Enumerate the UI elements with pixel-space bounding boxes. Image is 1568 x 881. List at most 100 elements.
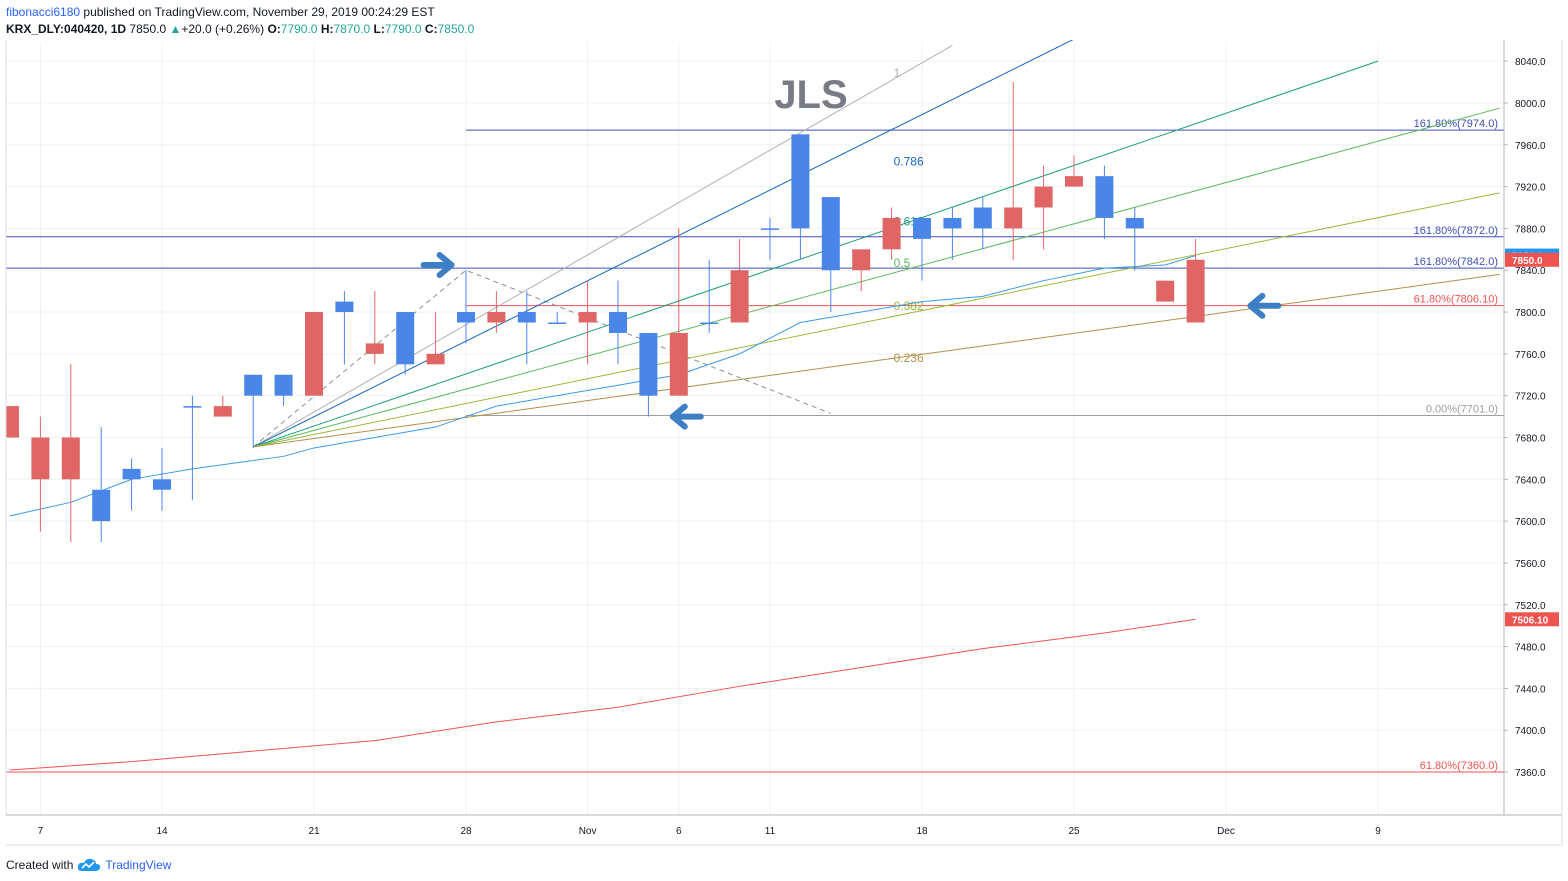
price-tick-label: 7880.0 [1515, 224, 1546, 235]
time-tick-label: 11 [765, 826, 776, 837]
publish-info: published on TradingView.com, November 2… [83, 5, 435, 19]
fan-line [252, 40, 1074, 448]
candle-body [274, 374, 293, 396]
price-tick-label: 7400.0 [1515, 726, 1546, 737]
candle-body [791, 134, 810, 229]
tradingview-link[interactable]: TradingView [105, 858, 172, 872]
ohlc-legend: KRX_DLY:040420, 1D 7850.0 ▲+20.0 (+0.26%… [6, 21, 474, 38]
price-change: +20.0 (+0.26%) [181, 22, 265, 36]
price-tick-label: 7760.0 [1515, 350, 1546, 361]
fan-line [253, 60, 1379, 448]
candle-body [578, 312, 597, 323]
fib-level-label: 161.80%(7974.0) [1414, 118, 1498, 130]
candle-body [548, 322, 567, 324]
price-tick-label: 7800.0 [1515, 308, 1546, 319]
chart-title: JLS [774, 73, 847, 117]
price-tag [1505, 612, 1559, 627]
price-tick-label: 7640.0 [1515, 475, 1546, 486]
chart-header: fibonacci6180 published on TradingView.c… [6, 4, 474, 38]
candle-body [700, 322, 719, 324]
price-tick-label: 7920.0 [1515, 183, 1546, 194]
time-tick-label: 6 [676, 826, 682, 837]
candle-body [6, 406, 19, 438]
fib-level-label: 61.80%(7360.0) [1420, 760, 1498, 772]
fan-line [253, 107, 1500, 448]
candle-body [517, 312, 536, 323]
fib-level-label: 161.80%(7872.0) [1414, 225, 1498, 237]
candle-body [335, 301, 354, 313]
candle-body [1034, 186, 1053, 208]
fan-label: 0.236 [894, 351, 924, 365]
price-tick-label: 7960.0 [1515, 141, 1546, 152]
candle-body [639, 332, 658, 396]
last-price: 7850.0 [129, 22, 167, 36]
candle-body [153, 479, 171, 490]
candle-body [609, 312, 627, 333]
low-value: 7790.0 [384, 22, 422, 36]
candle-body [669, 332, 688, 396]
time-tick-label: 28 [460, 826, 472, 837]
open-value: 7790.0 [280, 22, 318, 36]
time-tick-label: Dec [1217, 826, 1235, 837]
time-tick-label: 9 [1375, 826, 1381, 837]
candle-body [396, 312, 415, 365]
time-tick-label: 14 [156, 826, 168, 837]
author-link[interactable]: fibonacci6180 [6, 5, 81, 19]
open-label: O: [267, 22, 281, 36]
swing-dashed-line [252, 269, 831, 448]
fan-label: 0.5 [894, 256, 911, 270]
arrow-left-icon [669, 403, 704, 430]
candle-body [821, 197, 840, 271]
candle-body [183, 406, 202, 408]
created-with-text: Created with [6, 858, 74, 872]
candle-body [213, 406, 232, 417]
fib-level-label: 61.80%(7806.10) [1414, 294, 1498, 306]
arrow-right-icon [420, 251, 455, 278]
candle-body [305, 312, 323, 396]
symbol-label: KRX_DLY:040420, 1D [6, 22, 127, 36]
candle-body [365, 343, 384, 354]
price-tick-label: 7560.0 [1515, 559, 1546, 570]
price-tag [1505, 252, 1559, 267]
ma-long-line [9, 618, 1196, 771]
price-tick-label: 7840.0 [1515, 266, 1546, 277]
low-label: L: [373, 22, 385, 36]
candle-body [973, 207, 992, 229]
candle-body [852, 249, 871, 271]
price-tick-label: 8040.0 [1515, 57, 1546, 68]
close-label: C: [424, 22, 438, 36]
price-tick-label: 7440.0 [1515, 684, 1546, 695]
plot-layer: JLS 161.80%(7974.0) 161.80%(7872.0) 161.80%… [6, 40, 1504, 815]
price-tick-label: 8000.0 [1515, 99, 1546, 110]
fib-level-label: 161.80%(7842.0) [1414, 256, 1498, 268]
time-tick-label: 18 [916, 826, 928, 837]
price-tick-label: 7600.0 [1515, 517, 1546, 528]
candle-body [1125, 217, 1144, 229]
change-up-icon: ▲ [169, 22, 182, 36]
high-label: H: [320, 22, 334, 36]
candle-body [943, 217, 962, 229]
price-tick-label: 7720.0 [1515, 392, 1546, 403]
time-tick-label: 21 [308, 826, 320, 837]
candle-body [1095, 176, 1114, 218]
price-tag-label: 7850.0 [1512, 256, 1543, 267]
candle-body [457, 312, 475, 323]
high-value: 7870.0 [333, 22, 371, 36]
price-tag-label: 7506.10 [1512, 615, 1549, 626]
fan-line [252, 45, 953, 448]
candle-body [31, 437, 50, 480]
ma-short-line [9, 255, 1196, 517]
candle-body [487, 312, 506, 323]
candle-body [92, 489, 111, 522]
fib-level-label: 0.00%(7701.0) [1426, 404, 1498, 416]
candle-body [1004, 207, 1023, 229]
candle-body [122, 468, 141, 480]
candle-body [1156, 280, 1175, 302]
fan-label: 0.786 [894, 155, 924, 169]
candle-body [244, 374, 263, 396]
tradingview-cloud-icon [78, 858, 101, 871]
candle-body [1186, 259, 1205, 323]
footer: Created with TradingView [6, 858, 171, 872]
price-tick-label: 7480.0 [1515, 643, 1546, 654]
